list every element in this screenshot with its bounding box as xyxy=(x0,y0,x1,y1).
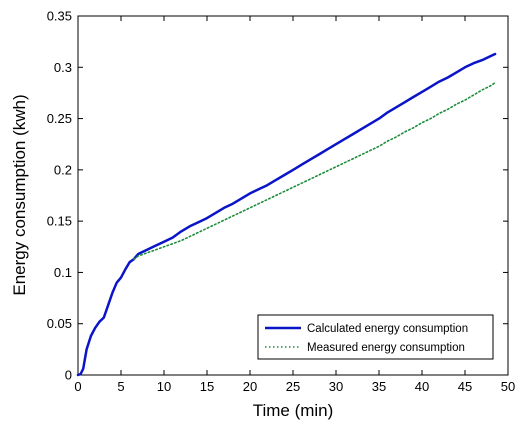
x-tick-label: 40 xyxy=(415,379,429,394)
x-tick-label: 25 xyxy=(286,379,300,394)
x-tick-label: 15 xyxy=(200,379,214,394)
x-tick-label: 50 xyxy=(501,379,515,394)
y-tick-label: 0.2 xyxy=(54,162,72,177)
legend-label-calculated: Calculated energy consumption xyxy=(307,323,468,335)
x-tick-label: 0 xyxy=(74,379,81,394)
series-layer xyxy=(76,52,497,377)
y-axis-label: Energy consumption (kwh) xyxy=(10,94,29,295)
x-tick-label: 10 xyxy=(157,379,171,394)
x-tick-label: 45 xyxy=(458,379,472,394)
series-line-calculated xyxy=(76,52,497,377)
y-tick-label: 0.35 xyxy=(47,9,72,24)
y-tick-label: 0.25 xyxy=(47,111,72,126)
x-tick-label: 5 xyxy=(117,379,124,394)
y-tick-label: 0.1 xyxy=(54,265,72,280)
series-line-measured xyxy=(133,81,496,260)
y-tick-label: 0.3 xyxy=(54,60,72,75)
x-tick-label: 30 xyxy=(329,379,343,394)
legend-label-measured: Measured energy consumption xyxy=(307,342,465,354)
legend: Calculated energy consumption Measured e… xyxy=(257,314,494,360)
y-tick-label: 0 xyxy=(65,368,72,383)
axis-ticks: 0 5 10 15 20 25 30 35 40 45 50 0 0.05 0.1 0.15 0.2 0.25 0… xyxy=(47,9,516,395)
x-tick-label: 35 xyxy=(372,379,386,394)
y-tick-label: 0.15 xyxy=(47,214,72,229)
x-axis-label: Time (min) xyxy=(253,401,334,420)
legend-box xyxy=(257,314,494,360)
y-tick-label: 0.05 xyxy=(47,316,72,331)
x-tick-label: 20 xyxy=(243,379,257,394)
